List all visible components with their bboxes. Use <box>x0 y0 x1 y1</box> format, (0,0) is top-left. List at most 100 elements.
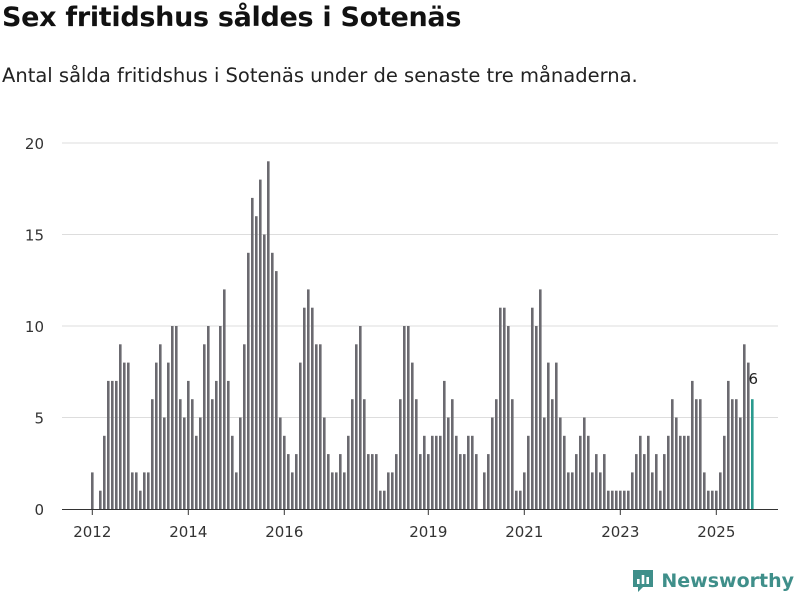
bar <box>167 362 170 509</box>
chart-title: Sex fritidshus såldes i Sotenäs <box>2 2 462 33</box>
bar <box>123 362 126 509</box>
bar <box>555 362 558 509</box>
x-tick-label: 2014 <box>169 523 207 541</box>
bar <box>347 435 350 509</box>
x-tick-label: 2021 <box>505 523 543 541</box>
bar <box>691 380 694 509</box>
bar <box>615 490 618 509</box>
bar <box>519 490 522 509</box>
bar <box>255 216 258 509</box>
bar <box>539 289 542 509</box>
bar <box>247 252 250 510</box>
bar <box>423 435 426 509</box>
bar <box>567 472 570 509</box>
bar <box>631 472 634 509</box>
x-tick-label: 2016 <box>265 523 303 541</box>
bar <box>215 380 218 509</box>
bar <box>199 417 202 509</box>
bar <box>191 399 194 509</box>
bar <box>359 326 362 509</box>
bar <box>299 362 302 509</box>
bar <box>523 472 526 509</box>
bar <box>739 417 742 509</box>
bar <box>723 435 726 509</box>
bar <box>683 435 686 509</box>
bar <box>275 271 278 509</box>
bar <box>291 472 294 509</box>
y-tick-label: 5 <box>34 410 44 428</box>
bar <box>203 344 206 509</box>
bar <box>703 472 706 509</box>
y-tick-label: 20 <box>25 135 44 153</box>
bar <box>431 435 434 509</box>
bar <box>467 435 470 509</box>
bar <box>107 380 110 509</box>
bar <box>287 454 290 509</box>
bar <box>207 326 210 509</box>
bar <box>227 380 230 509</box>
annotations: 6 <box>749 370 759 388</box>
bar <box>679 435 682 509</box>
bar <box>675 417 678 509</box>
bar <box>371 454 374 509</box>
bar <box>219 326 222 509</box>
bar <box>543 417 546 509</box>
bar <box>131 472 134 509</box>
bar <box>663 454 666 509</box>
y-axis-ticks: 0 5 10 15 20 <box>25 135 44 519</box>
bar <box>263 234 266 509</box>
bar <box>435 435 438 509</box>
bar <box>403 326 406 509</box>
bar <box>331 472 334 509</box>
bar <box>719 472 722 509</box>
bar <box>355 344 358 509</box>
bar <box>455 435 458 509</box>
bar <box>647 435 650 509</box>
bar <box>475 454 478 509</box>
bar <box>211 399 214 509</box>
bar <box>115 380 118 509</box>
bar <box>335 472 338 509</box>
bar <box>451 399 454 509</box>
bar <box>407 326 410 509</box>
bar <box>595 454 598 509</box>
x-axis-ticks: 2012 2014 2016 2019 2021 2023 2025 <box>73 509 735 541</box>
bar <box>599 472 602 509</box>
bar <box>311 307 314 509</box>
bar <box>303 307 306 509</box>
bar <box>163 417 166 509</box>
bar <box>243 344 246 509</box>
bar <box>103 435 106 509</box>
bar <box>603 454 606 509</box>
bar <box>487 454 490 509</box>
bar <box>655 454 658 509</box>
bar <box>283 435 286 509</box>
bar <box>471 435 474 509</box>
bar <box>559 417 562 509</box>
bar <box>343 472 346 509</box>
bar <box>391 472 394 509</box>
x-tick-label: 2023 <box>601 523 639 541</box>
bar <box>251 197 254 509</box>
bar <box>187 380 190 509</box>
bar <box>387 472 390 509</box>
bar <box>183 417 186 509</box>
bar <box>379 490 382 509</box>
bar <box>459 454 462 509</box>
bar <box>623 490 626 509</box>
bar <box>319 344 322 509</box>
bar <box>511 399 514 509</box>
bar <box>159 344 162 509</box>
bar <box>651 472 654 509</box>
bar <box>583 417 586 509</box>
bar <box>139 490 142 509</box>
bar <box>695 399 698 509</box>
bar <box>195 435 198 509</box>
bar <box>91 472 94 509</box>
y-tick-label: 15 <box>25 227 44 245</box>
bar <box>271 252 274 510</box>
bar <box>427 454 430 509</box>
bar <box>715 490 718 509</box>
bar <box>151 399 154 509</box>
bar <box>447 417 450 509</box>
